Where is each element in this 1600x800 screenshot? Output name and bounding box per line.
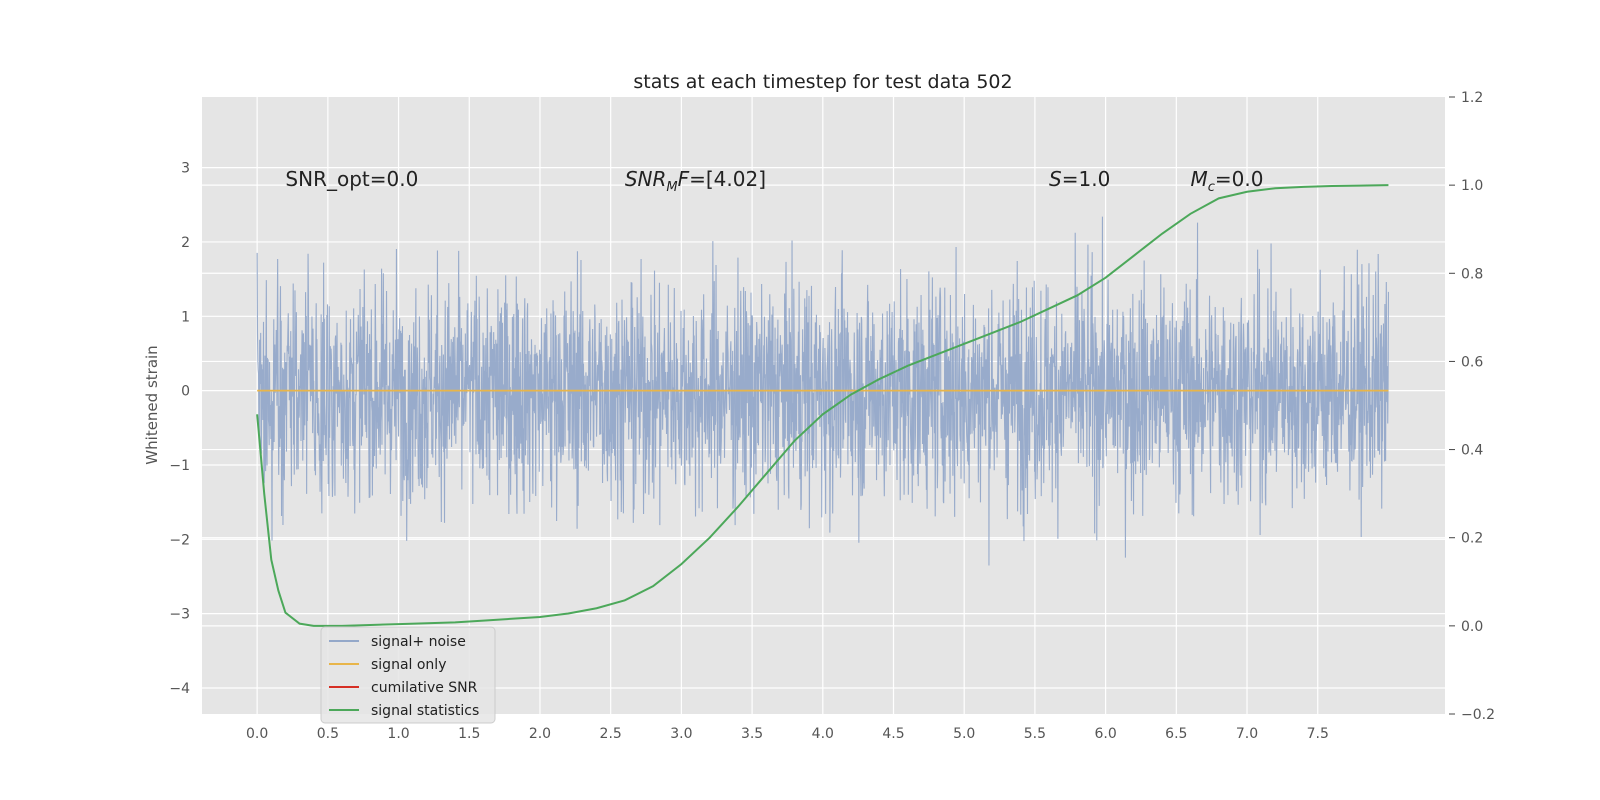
y2-tick-label: 1.0	[1461, 178, 1483, 194]
y-tick-label: −3	[169, 607, 190, 623]
annotation-mc: Mc=0.0	[1190, 167, 1263, 195]
y-tick-label: 2	[181, 235, 190, 251]
x-tick-label: 5.5	[1024, 726, 1046, 742]
x-tick-label: 4.0	[812, 726, 834, 742]
legend-label: signal statistics	[371, 703, 479, 719]
y-tick-label: −1	[169, 458, 190, 474]
legend-box	[320, 626, 496, 724]
y2-tick-label: 0.4	[1461, 443, 1483, 459]
y-tick-label: −4	[169, 681, 190, 697]
annotation-snr-mf: SNRMF=[4.02]	[625, 167, 766, 195]
x-tick-label: 2.0	[529, 726, 551, 742]
x-tick-label: 6.0	[1094, 726, 1116, 742]
chart-title: stats at each timestep for test data 502	[633, 71, 1012, 93]
y2-tick-label: 1.2	[1461, 90, 1483, 106]
x-tick-label: 7.5	[1307, 726, 1329, 742]
y2-tick-label: 0.8	[1461, 266, 1483, 282]
annotations: SNR_opt=0.0 SNRMF=[4.02] S=1.0 Mc=0.0	[285, 167, 1263, 195]
legend-label: cumilative SNR	[371, 680, 478, 696]
x-tick-label: 3.5	[741, 726, 763, 742]
y-axis-label: Whitened strain	[143, 345, 161, 464]
x-tick-label: 1.5	[458, 726, 480, 742]
x-tick-label: 4.5	[882, 726, 904, 742]
legend-label: signal+ noise	[371, 634, 466, 650]
annotation-snr-opt: SNR_opt=0.0	[285, 167, 418, 191]
y-tick-label: −2	[169, 532, 190, 548]
x-tick-label: 3.0	[670, 726, 692, 742]
legend-label: signal only	[371, 657, 446, 673]
y2-tick-label: 0.2	[1461, 531, 1483, 547]
y-tick-label: 3	[181, 161, 190, 177]
x-tick-label: 6.5	[1165, 726, 1187, 742]
x-tick-label: 2.5	[600, 726, 622, 742]
x-tick-label: 0.5	[317, 726, 339, 742]
y2-tick-label: 0.0	[1461, 619, 1483, 635]
x-tick-label: 1.0	[387, 726, 409, 742]
axis-ticks: 0.0 0.5 1.0 1.5 2.0 2.5 3.0 3.5 4.0 4.5 5.0 5.5 6.0 6…	[169, 90, 1495, 742]
x-tick-label: 7.0	[1236, 726, 1258, 742]
x-tick-label: 0.0	[246, 726, 268, 742]
y2-tick-label: −0.2	[1461, 707, 1495, 723]
legend: signal+ noise signal only cumilative SNR si…	[320, 626, 496, 724]
y-tick-label: 1	[181, 309, 190, 325]
signal-noise-series	[256, 216, 1389, 566]
x-tick-label: 5.0	[953, 726, 975, 742]
annotation-s: S=1.0	[1049, 167, 1110, 191]
line-series	[256, 184, 1389, 627]
y2-tick-label: 0.6	[1461, 354, 1483, 370]
signal-statistics-line	[256, 184, 1389, 627]
signal-noise-line	[256, 216, 1389, 566]
y-tick-label: 0	[181, 384, 190, 400]
